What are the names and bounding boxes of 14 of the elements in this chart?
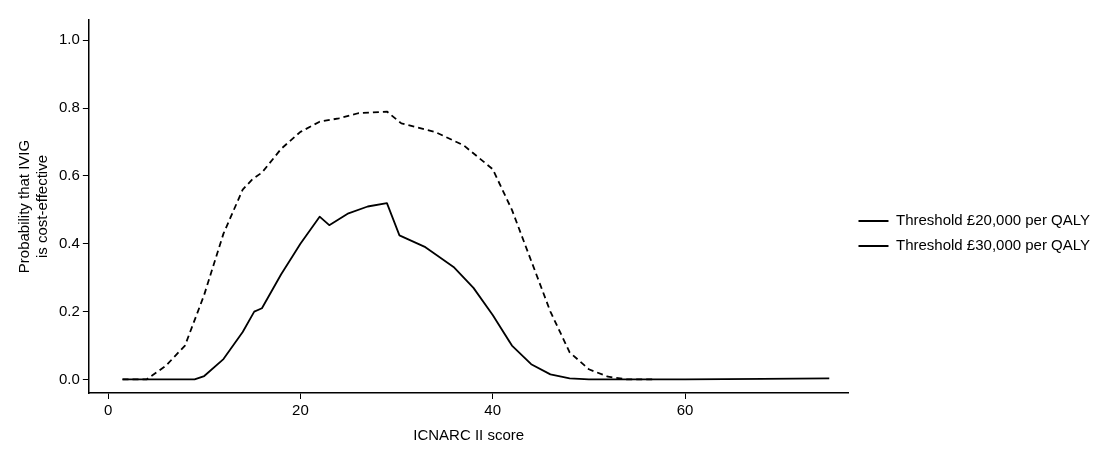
- x-tick-label: 60: [676, 401, 694, 419]
- x-tick-label: 20: [292, 401, 309, 419]
- x-tick-label: 40: [484, 401, 502, 419]
- y-tick-label: 0.2: [58, 301, 80, 319]
- y-tick-label: 0.0: [58, 369, 80, 387]
- y-tick-label: 0.8: [58, 98, 80, 116]
- y-tick-label: 1.0: [58, 30, 80, 48]
- x-tick-label: 0: [103, 401, 113, 419]
- legend-label: Threshold £30,000 per QALY: [895, 236, 1090, 254]
- legend-label: Threshold £20,000 per QALY: [895, 211, 1090, 229]
- y-tick-label: 0.4: [58, 233, 80, 251]
- y-axis-title: Probability that IVIG is cost-effective: [15, 139, 51, 274]
- y-tick-label: 0.6: [58, 166, 80, 184]
- x-axis-title: ICNARC II score: [413, 426, 525, 444]
